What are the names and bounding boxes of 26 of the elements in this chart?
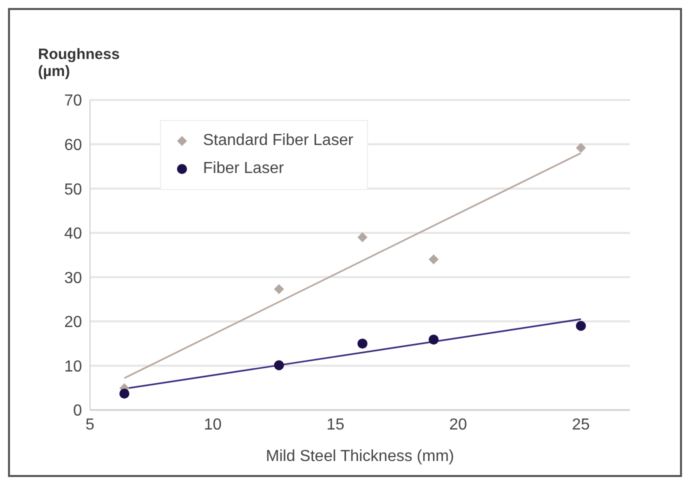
point xyxy=(274,284,284,294)
x-tick-label: 10 xyxy=(204,416,222,434)
x-tick-label: 15 xyxy=(326,416,344,434)
legend-label: Fiber Laser xyxy=(202,159,285,179)
point xyxy=(357,338,368,349)
point xyxy=(428,254,439,264)
y-tick-label: 20 xyxy=(64,314,82,332)
point xyxy=(428,334,439,345)
y-tick-label: 40 xyxy=(64,226,82,243)
x-tick-label: 25 xyxy=(572,416,590,434)
legend-label: Standard Fiber Laser xyxy=(202,131,354,151)
y-axis-title: Roughness (µm) xyxy=(38,46,120,80)
point xyxy=(357,232,368,242)
point xyxy=(576,142,586,153)
x-axis-title: Mild Steel Thickness (mm) xyxy=(266,448,454,465)
y-tick-label: 10 xyxy=(64,358,82,376)
y-tick-label: 50 xyxy=(64,181,82,198)
point xyxy=(576,320,586,331)
x-tick-label: 20 xyxy=(449,416,468,434)
point xyxy=(274,360,284,370)
y-tick-label: 60 xyxy=(64,136,82,154)
y-tick-label: 0 xyxy=(73,402,82,420)
y-tick-label: 30 xyxy=(64,270,82,287)
y-tick-label: 70 xyxy=(64,92,82,110)
x-tick-label: 5 xyxy=(86,416,95,434)
point xyxy=(119,388,130,399)
